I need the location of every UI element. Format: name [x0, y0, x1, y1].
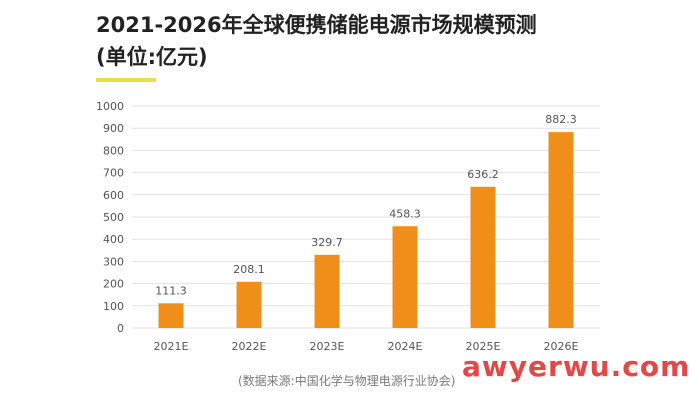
- data-label: 458.3: [389, 207, 421, 220]
- y-tick-label: 300: [103, 255, 124, 268]
- y-tick-label: 200: [103, 278, 124, 291]
- y-tick-label: 400: [103, 233, 124, 246]
- data-source-note: (数据来源:中国化学与物理电源行业协会): [238, 374, 456, 388]
- x-tick-label: 2025E: [466, 340, 501, 353]
- y-tick-label: 0: [117, 322, 124, 335]
- data-label: 111.3: [155, 284, 187, 297]
- bar: [236, 281, 262, 328]
- data-label: 208.1: [233, 263, 265, 276]
- data-label: 882.3: [545, 113, 577, 126]
- x-tick-label: 2022E: [232, 340, 267, 353]
- x-tick-label: 2026E: [544, 340, 579, 353]
- y-tick-label: 800: [103, 144, 124, 157]
- data-label: 329.7: [311, 236, 343, 249]
- bar: [548, 132, 574, 328]
- data-label: 636.2: [467, 168, 499, 181]
- watermark: awyerwu.com: [462, 350, 691, 383]
- x-tick-label: 2023E: [310, 340, 345, 353]
- bar: [392, 226, 418, 328]
- x-tick-label: 2024E: [388, 340, 423, 353]
- y-tick-label: 600: [103, 189, 124, 202]
- bar: [314, 254, 340, 328]
- bar: [158, 303, 184, 328]
- chart-title: 2021-2026年全球便携储能电源市场规模预测: [96, 13, 537, 37]
- y-tick-label: 100: [103, 300, 124, 313]
- bar: [470, 186, 496, 328]
- x-tick-label: 2021E: [154, 340, 189, 353]
- y-tick-label: 900: [103, 122, 124, 135]
- y-tick-label: 1000: [96, 100, 124, 113]
- chart-subtitle: (单位:亿元): [96, 45, 208, 69]
- title-accent-bar: [96, 78, 156, 82]
- y-tick-label: 500: [103, 211, 124, 224]
- y-tick-label: 700: [103, 167, 124, 180]
